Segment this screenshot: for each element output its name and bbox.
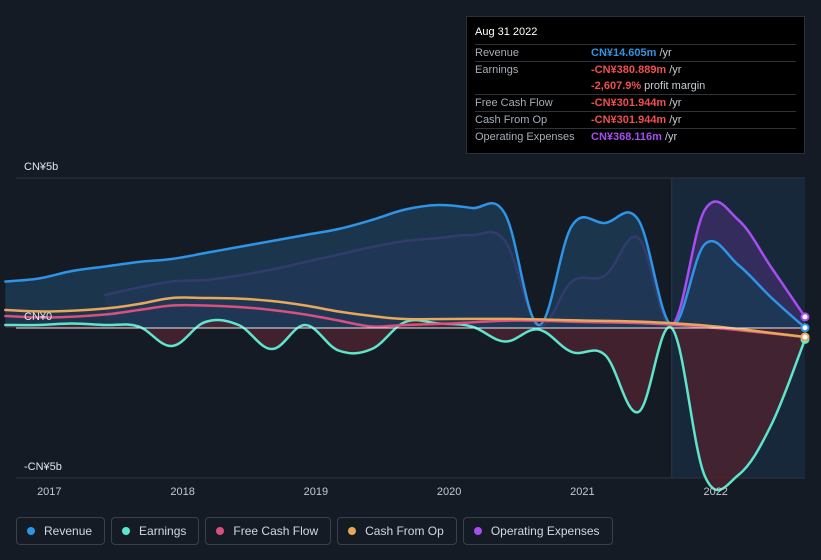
legend-dot-icon bbox=[122, 527, 131, 535]
tooltip-row-unit: /yr bbox=[669, 64, 682, 76]
y-tick-label: -CN¥5b bbox=[24, 461, 62, 473]
tooltip-row-label bbox=[475, 78, 591, 94]
tooltip-row-value: -CN¥301.944m bbox=[591, 97, 667, 109]
tooltip-row-label: Earnings bbox=[475, 64, 519, 76]
cash-from-op-line[interactable] bbox=[4, 296, 807, 339]
tooltip-row-label: Operating Expenses bbox=[475, 131, 575, 143]
legend: Revenue Earnings Free Cash Flow Cash From O… bbox=[16, 517, 613, 545]
x-tick-label: 2017 bbox=[37, 486, 61, 498]
tooltip-rows: Revenue CN¥14.605m/yr Earnings -CN¥380.889m… bbox=[475, 44, 796, 145]
tooltip-row-value: CN¥14.605m bbox=[591, 47, 657, 59]
tooltip-row: Earnings -CN¥380.889m/yr bbox=[475, 61, 796, 78]
gridlines bbox=[16, 177, 805, 479]
tooltip-row-unit: /yr bbox=[659, 47, 672, 59]
x-tick-label: 2020 bbox=[437, 486, 461, 498]
tooltip-panel: Aug 31 2022 Revenue CN¥14.605m/yr Earnings… bbox=[466, 16, 805, 154]
tooltip-row-unit: /yr bbox=[669, 114, 682, 126]
legend-dot-icon bbox=[216, 527, 225, 535]
earnings-line[interactable] bbox=[4, 318, 807, 492]
legend-item-revenue[interactable]: Revenue bbox=[16, 517, 106, 545]
legend-item-cash-from-op[interactable]: Cash From Op bbox=[337, 517, 457, 545]
chart-area: CN¥5b CN¥0 -CN¥5b 2017 2018 2019 2020 2021 2022 bbox=[4, 161, 810, 498]
y-tick-label: CN¥5b bbox=[24, 161, 58, 173]
tooltip-row-unit: /yr bbox=[669, 97, 682, 109]
legend-dot-icon bbox=[348, 527, 357, 535]
legend-dot-icon bbox=[27, 527, 35, 535]
end-markers bbox=[800, 312, 810, 344]
x-tick-label: 2022 bbox=[703, 486, 727, 498]
y-tick-label: CN¥0 bbox=[24, 311, 52, 323]
tooltip-row-label: Free Cash Flow bbox=[475, 97, 553, 109]
tooltip-row-unit: profit margin bbox=[644, 80, 706, 92]
legend-item-free-cash-flow[interactable]: Free Cash Flow bbox=[205, 517, 332, 545]
y-axis-labels: CN¥5b CN¥0 -CN¥5b bbox=[24, 161, 62, 473]
tooltip-row-label: Cash From Op bbox=[475, 114, 548, 126]
free-cash-flow-line[interactable] bbox=[4, 303, 807, 339]
tooltip-row: -2,607.9% profit margin bbox=[475, 78, 796, 94]
legend-label: Free Cash Flow bbox=[233, 524, 319, 538]
tooltip-row: Free Cash Flow -CN¥301.944m/yr bbox=[475, 94, 796, 111]
legend-label: Operating Expenses bbox=[490, 524, 600, 538]
legend-label: Revenue bbox=[44, 524, 93, 538]
tooltip-row-value: -2,607.9% bbox=[591, 80, 642, 92]
x-tick-label: 2018 bbox=[170, 486, 194, 498]
legend-label: Earnings bbox=[139, 524, 187, 538]
tooltip-row-unit: /yr bbox=[664, 131, 678, 143]
x-axis-labels: 2017 2018 2019 2020 2021 2022 bbox=[37, 486, 728, 498]
x-tick-label: 2019 bbox=[304, 486, 328, 498]
operating-expenses-end-marker bbox=[800, 312, 810, 322]
series-group bbox=[4, 200, 807, 492]
revenue-end-marker bbox=[800, 323, 810, 333]
legend-item-earnings[interactable]: Earnings bbox=[111, 517, 200, 545]
tooltip-row: Revenue CN¥14.605m/yr bbox=[475, 44, 796, 61]
tooltip-row-value: -CN¥380.889m bbox=[591, 64, 667, 76]
tooltip-row: Operating Expenses CN¥368.116m/yr bbox=[475, 128, 796, 145]
tooltip-row-value: CN¥368.116m bbox=[591, 131, 662, 143]
earnings-area bbox=[5, 319, 806, 491]
legend-dot-icon bbox=[473, 527, 482, 535]
tooltip-date: Aug 31 2022 bbox=[475, 26, 538, 38]
x-tick-label: 2021 bbox=[570, 486, 594, 498]
legend-label: Cash From Op bbox=[365, 524, 444, 538]
legend-item-operating-expenses[interactable]: Operating Expenses bbox=[462, 517, 613, 545]
tooltip-row-value: -CN¥301.944m bbox=[591, 114, 667, 126]
tooltip-row: Cash From Op -CN¥301.944m/yr bbox=[475, 111, 796, 128]
cash-from-op-end-marker bbox=[800, 332, 810, 342]
tooltip-row-label: Revenue bbox=[475, 47, 520, 59]
